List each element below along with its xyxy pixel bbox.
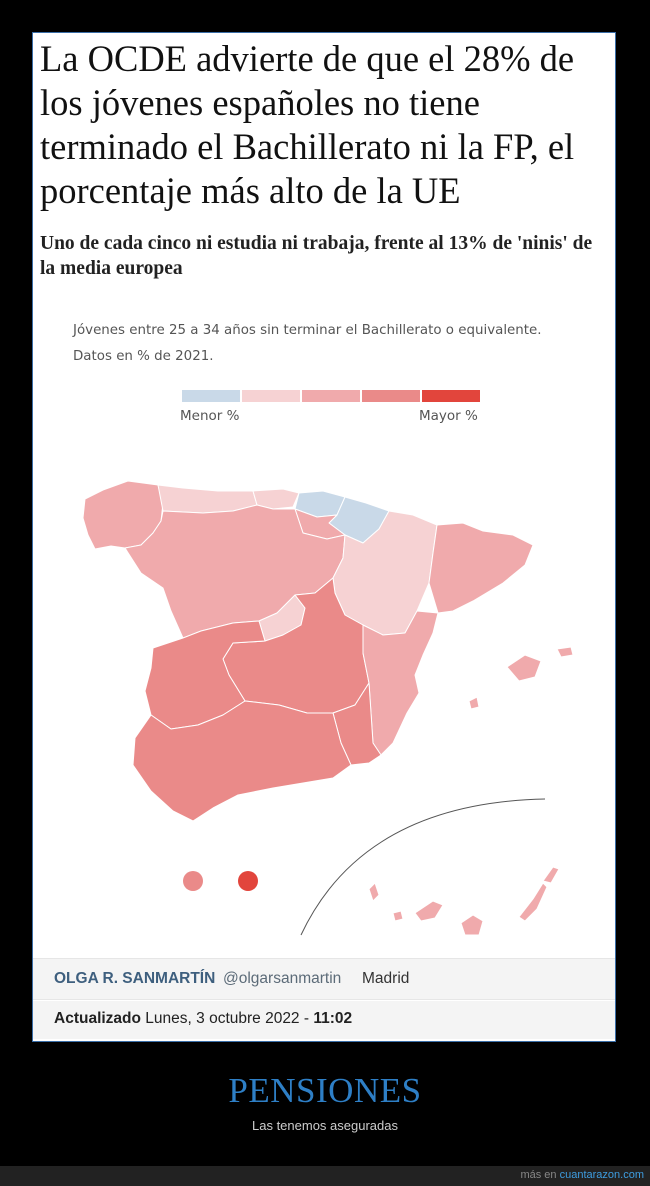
updated-time: 11:02	[313, 1010, 353, 1027]
region-menorca	[556, 646, 574, 658]
article-card: La OCDE advierte de que el 28% de los jó…	[32, 32, 616, 1042]
region-canarias-fuerteventura	[518, 882, 548, 922]
legend-max-label: Mayor %	[419, 408, 478, 424]
chart-note-line-2: Datos en % de 2021.	[73, 349, 214, 364]
chart-description: Jóvenes entre 25 a 34 años sin terminar …	[73, 318, 593, 370]
region-andalucia	[132, 700, 352, 822]
scale-step-1	[182, 390, 240, 402]
canarias-separator-arc	[300, 798, 546, 936]
region-ceuta	[183, 871, 203, 891]
footer-prefix: más en	[520, 1169, 557, 1181]
scale-step-2	[242, 390, 300, 402]
footer-text: más en cuantarazon.com	[520, 1169, 644, 1181]
footer-site-link[interactable]: cuantarazon.com	[559, 1169, 644, 1181]
article-subtitle: Uno de cada cinco ni estudia ni trabaja,…	[40, 233, 593, 279]
chart-note-line-1: Jóvenes entre 25 a 34 años sin terminar …	[73, 323, 542, 338]
region-canarias-la-palma	[368, 882, 380, 902]
legend-min-label: Menor %	[180, 408, 240, 424]
byline-updated-row: Actualizado Lunes, 3 octubre 2022 - 11:0…	[33, 1001, 615, 1039]
author-name[interactable]: OLGA R. SANMARTÍN	[54, 970, 216, 987]
headline: La OCDE advierte de que el 28% de los jó…	[40, 38, 575, 211]
color-scale-legend	[182, 390, 482, 402]
caption-subtitle: Las tenemos aseguradas	[252, 1118, 398, 1133]
region-ibiza	[468, 696, 480, 710]
byline-author-row: OLGA R. SANMARTÍN @olgarsanmartin Madrid	[33, 958, 615, 1000]
updated-label: Actualizado	[54, 1010, 141, 1027]
region-canarias-gomera	[392, 910, 404, 922]
region-canarias-tenerife	[414, 900, 444, 922]
site-footer: más en cuantarazon.com	[0, 1166, 650, 1186]
region-valencia	[362, 610, 439, 756]
region-baleares	[506, 654, 542, 682]
region-canarias-gran-canaria	[460, 914, 484, 936]
updated-date: Lunes, 3 octubre 2022 -	[145, 1010, 310, 1027]
scale-step-4	[362, 390, 420, 402]
spain-regions-map	[82, 480, 574, 936]
author-twitter-handle[interactable]: @olgarsanmartin	[223, 970, 342, 987]
region-cataluna	[428, 522, 534, 614]
scale-step-5	[422, 390, 480, 402]
region-canarias-lanzarote	[542, 866, 560, 884]
caption-title: PENSIONES	[228, 1071, 422, 1110]
dateline-city: Madrid	[362, 970, 410, 987]
region-melilla	[238, 871, 258, 891]
scale-step-3	[302, 390, 360, 402]
